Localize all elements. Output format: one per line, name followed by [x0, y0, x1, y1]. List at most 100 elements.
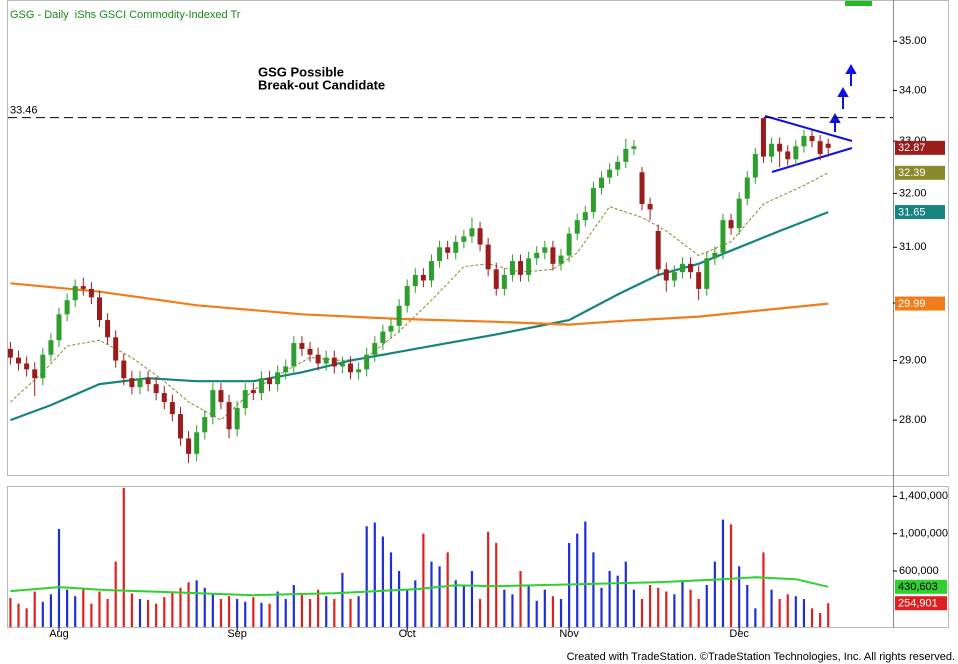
candle-body — [137, 378, 143, 388]
candle-body — [234, 408, 240, 430]
candle-body — [558, 255, 564, 264]
reference-label: 33.46 — [10, 105, 38, 117]
candle-body — [16, 357, 22, 364]
candle-body — [437, 247, 443, 262]
candle-body — [631, 146, 637, 149]
resistance-line — [764, 115, 853, 142]
annotation: Break-out Candidate — [258, 77, 385, 92]
candle-body — [412, 274, 418, 287]
y-tick-label: 34.00 — [899, 84, 927, 96]
candle-body — [48, 340, 54, 355]
candle-body — [550, 247, 556, 264]
candle-body — [105, 320, 111, 338]
candle-body — [7, 348, 13, 358]
candle-body — [331, 357, 337, 367]
candle-body — [24, 363, 30, 370]
candle-body — [250, 390, 256, 394]
candle-body — [88, 288, 94, 298]
candle-body — [404, 286, 410, 306]
volume-panel-frame — [7, 486, 949, 628]
candle-body — [785, 151, 791, 160]
last-value-box — [895, 579, 947, 594]
candle-body — [177, 414, 183, 439]
candle-body — [526, 258, 532, 275]
indicator-line — [10, 172, 829, 421]
candle-body — [96, 297, 102, 321]
candle-body — [267, 378, 273, 385]
status-indicator — [845, 0, 872, 6]
candle-body — [283, 366, 289, 373]
x-tick-label: Aug — [49, 628, 69, 640]
y-tick-label: 28.00 — [899, 414, 927, 426]
candle-body — [728, 220, 734, 229]
candle-body — [323, 357, 329, 364]
candle-body — [380, 331, 386, 344]
candle-body — [574, 220, 580, 234]
last-value-box — [895, 596, 947, 611]
candle-body — [623, 148, 629, 162]
annotation: GSG Possible — [258, 64, 344, 79]
candle-body — [461, 236, 467, 242]
candle-body — [145, 378, 151, 385]
candle-body — [242, 390, 248, 409]
last-value-label: 31.65 — [898, 206, 926, 218]
candle-body — [469, 228, 475, 237]
candle-body — [712, 252, 718, 259]
candle-body — [258, 378, 264, 394]
candle-body — [388, 325, 394, 332]
candle-body — [534, 252, 540, 259]
candle-body — [817, 141, 823, 155]
candle-body — [226, 402, 232, 430]
candle-body — [801, 136, 807, 147]
arrow-head — [837, 86, 849, 97]
last-value-label: 29.99 — [898, 298, 926, 310]
candle-body — [663, 269, 669, 281]
candle-body — [364, 354, 370, 370]
candle-body — [339, 363, 345, 367]
triangle-pattern — [764, 115, 853, 173]
candle-body — [72, 286, 78, 301]
candle-body — [509, 261, 515, 275]
candle-body — [113, 337, 119, 361]
candle-body — [210, 390, 216, 418]
candle-body — [218, 390, 224, 403]
candle-body — [129, 378, 135, 388]
last-value-box — [895, 205, 945, 220]
candle-body — [809, 136, 815, 142]
candle-body — [599, 177, 605, 189]
candle-body — [169, 402, 175, 415]
last-value-box — [895, 165, 945, 180]
candle-body — [275, 372, 281, 385]
x-tick-label: Sep — [227, 628, 247, 640]
candle-body — [64, 300, 70, 315]
candle-body — [493, 269, 499, 289]
candle-body — [679, 263, 685, 273]
candle-body — [769, 143, 775, 157]
candle-body — [299, 343, 305, 349]
candle-body — [760, 118, 766, 157]
candle-body — [566, 233, 572, 256]
y-tick-label: 1,000,000 — [899, 528, 948, 540]
candle-body — [744, 177, 750, 199]
last-value-box — [895, 140, 945, 155]
footer: Created with TradeStation. ©TradeStation… — [567, 651, 955, 663]
candle-body — [40, 354, 46, 379]
indicator-line — [10, 282, 829, 326]
candle-body — [607, 169, 613, 178]
candle-body — [752, 154, 758, 178]
last-value-label: 32.39 — [898, 167, 926, 179]
candle-body — [736, 198, 742, 229]
price-panel-frame — [7, 0, 949, 476]
candle-body — [501, 274, 507, 289]
candle-body — [639, 172, 645, 205]
candle-body — [161, 393, 167, 403]
candle-body — [153, 384, 159, 394]
y-tick-label: 32.00 — [899, 187, 927, 199]
candle-body — [590, 188, 596, 213]
candle-body — [825, 143, 831, 148]
indicator-line — [10, 576, 829, 597]
x-tick-label: Dec — [729, 628, 749, 640]
last-value-label: 430,603 — [898, 581, 938, 593]
candle-body — [80, 286, 86, 289]
